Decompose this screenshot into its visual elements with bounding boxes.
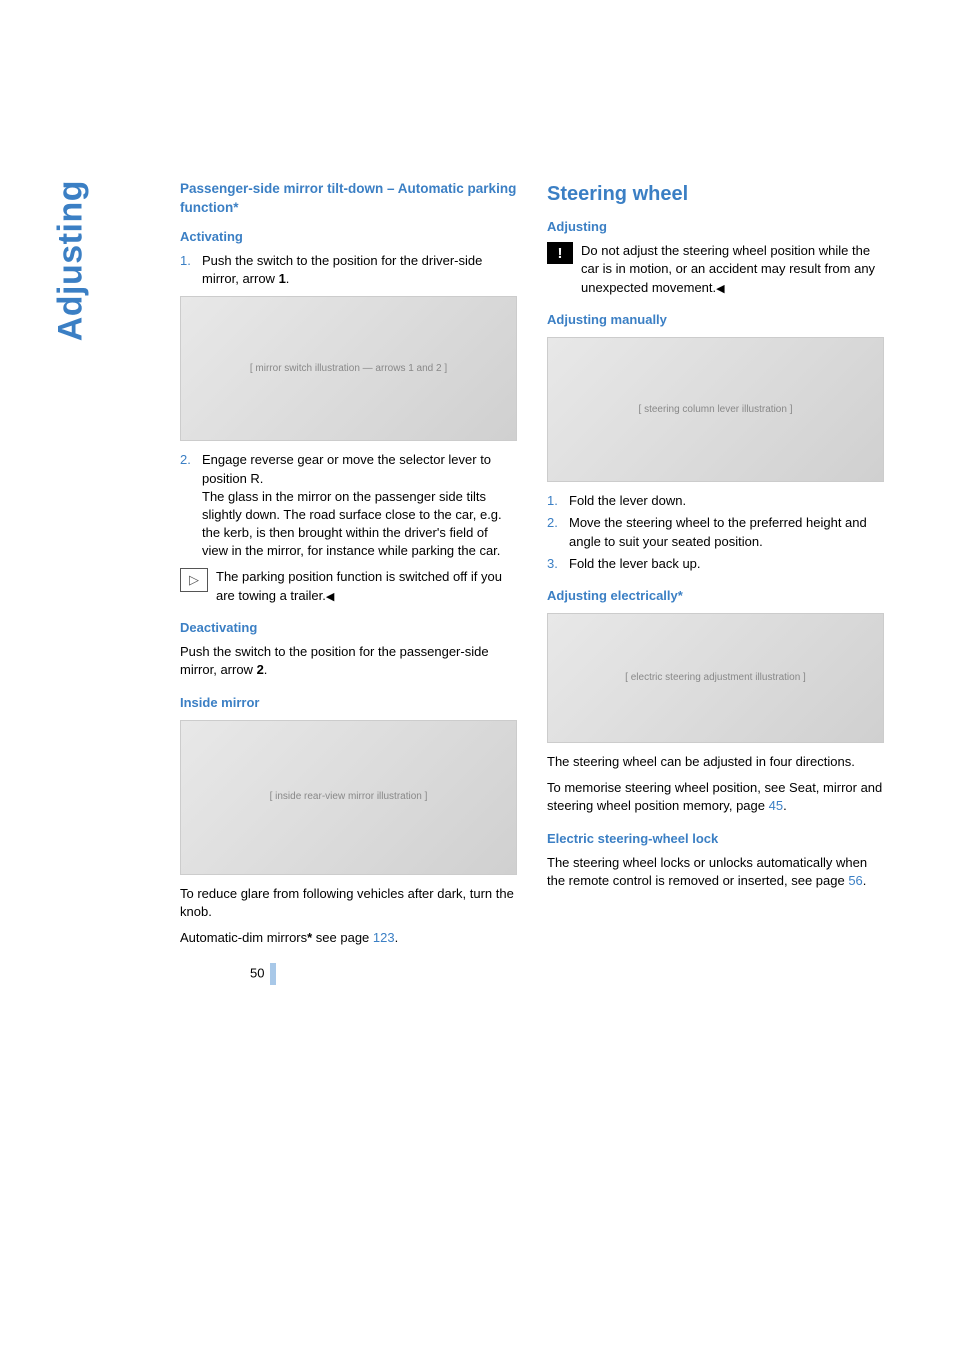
paragraph: Push the switch to the position for the … bbox=[180, 643, 517, 679]
heading-inside-mirror: Inside mirror bbox=[180, 694, 517, 712]
page-number-value: 50 bbox=[250, 966, 264, 981]
paragraph: To reduce glare from following vehicles … bbox=[180, 885, 517, 921]
heading-activating: Activating bbox=[180, 228, 517, 246]
text: The steering wheel locks or unlocks auto… bbox=[547, 855, 867, 888]
paragraph: The steering wheel locks or unlocks auto… bbox=[547, 854, 884, 890]
text: The parking position function is switche… bbox=[216, 569, 502, 602]
text: . bbox=[286, 271, 290, 286]
section-tab: Adjusting bbox=[47, 180, 95, 341]
paragraph: Automatic-dim mirrors* see page 123. bbox=[180, 929, 517, 947]
text-bold: 1 bbox=[279, 271, 286, 286]
text: To memorise steering wheel position, see… bbox=[547, 780, 882, 813]
page-number-bar bbox=[270, 963, 276, 985]
figure-inside-mirror: [ inside rear-view mirror illustration ] bbox=[180, 720, 517, 875]
figure-manual-adjust: [ steering column lever illustration ] bbox=[547, 337, 884, 482]
heading-parking-function: Passenger-side mirror tilt-down – Automa… bbox=[180, 180, 517, 218]
list-item: 2. Engage reverse gear or move the selec… bbox=[180, 451, 517, 560]
warning-text: Do not adjust the steering wheel positio… bbox=[581, 242, 884, 297]
end-marker-icon: ◀ bbox=[326, 591, 334, 603]
text: Push the switch to the position for the … bbox=[202, 253, 482, 286]
heading-steering-wheel: Steering wheel bbox=[547, 180, 884, 208]
list-item: 1. Push the switch to the position for t… bbox=[180, 252, 517, 288]
heading-adjusting-manually: Adjusting manually bbox=[547, 311, 884, 329]
step-text: Fold the lever back up. bbox=[569, 555, 884, 573]
warning-icon: ! bbox=[547, 242, 573, 264]
text: . bbox=[395, 930, 399, 945]
text: . bbox=[863, 873, 867, 888]
step-number: 1. bbox=[547, 492, 569, 510]
figure-electric-adjust: [ electric steering adjustment illustrat… bbox=[547, 613, 884, 743]
step-text: Engage reverse gear or move the selector… bbox=[202, 451, 517, 560]
step-text: Move the steering wheel to the preferred… bbox=[569, 514, 884, 550]
list-item: 3. Fold the lever back up. bbox=[547, 555, 884, 573]
step-number: 3. bbox=[547, 555, 569, 573]
page-link[interactable]: 123 bbox=[373, 930, 395, 945]
heading-deactivating: Deactivating bbox=[180, 619, 517, 637]
page-link[interactable]: 56 bbox=[848, 873, 862, 888]
heading-steering-lock: Electric steering-wheel lock bbox=[547, 830, 884, 848]
page-link[interactable]: 45 bbox=[769, 798, 783, 813]
paragraph: To memorise steering wheel position, see… bbox=[547, 779, 884, 815]
page-number: 50 bbox=[250, 963, 276, 985]
left-column: Passenger-side mirror tilt-down – Automa… bbox=[180, 180, 517, 955]
step-number: 1. bbox=[180, 252, 202, 288]
text: . bbox=[783, 798, 787, 813]
list-item: 1. Fold the lever down. bbox=[547, 492, 884, 510]
step-number: 2. bbox=[180, 451, 202, 560]
step-text: Push the switch to the position for the … bbox=[202, 252, 517, 288]
heading-adjusting: Adjusting bbox=[547, 218, 884, 236]
step-text: Fold the lever down. bbox=[569, 492, 884, 510]
heading-adjusting-electrically: Adjusting electrically* bbox=[547, 587, 884, 605]
text: Automatic-dim mirrors bbox=[180, 930, 307, 945]
text-bold: 2 bbox=[257, 662, 264, 677]
text: Push the switch to the position for the … bbox=[180, 644, 489, 677]
info-icon: ▷ bbox=[180, 568, 208, 592]
list-item: 2. Move the steering wheel to the prefer… bbox=[547, 514, 884, 550]
paragraph: The steering wheel can be adjusted in fo… bbox=[547, 753, 884, 771]
figure-mirror-switch: [ mirror switch illustration — arrows 1 … bbox=[180, 296, 517, 441]
text: see page bbox=[312, 930, 373, 945]
step-number: 2. bbox=[547, 514, 569, 550]
end-marker-icon: ◀ bbox=[716, 283, 724, 295]
note-text: The parking position function is switche… bbox=[216, 568, 517, 605]
text: . bbox=[264, 662, 268, 677]
text: Do not adjust the steering wheel positio… bbox=[581, 243, 875, 294]
right-column: Steering wheel Adjusting ! Do not adjust… bbox=[547, 180, 884, 955]
